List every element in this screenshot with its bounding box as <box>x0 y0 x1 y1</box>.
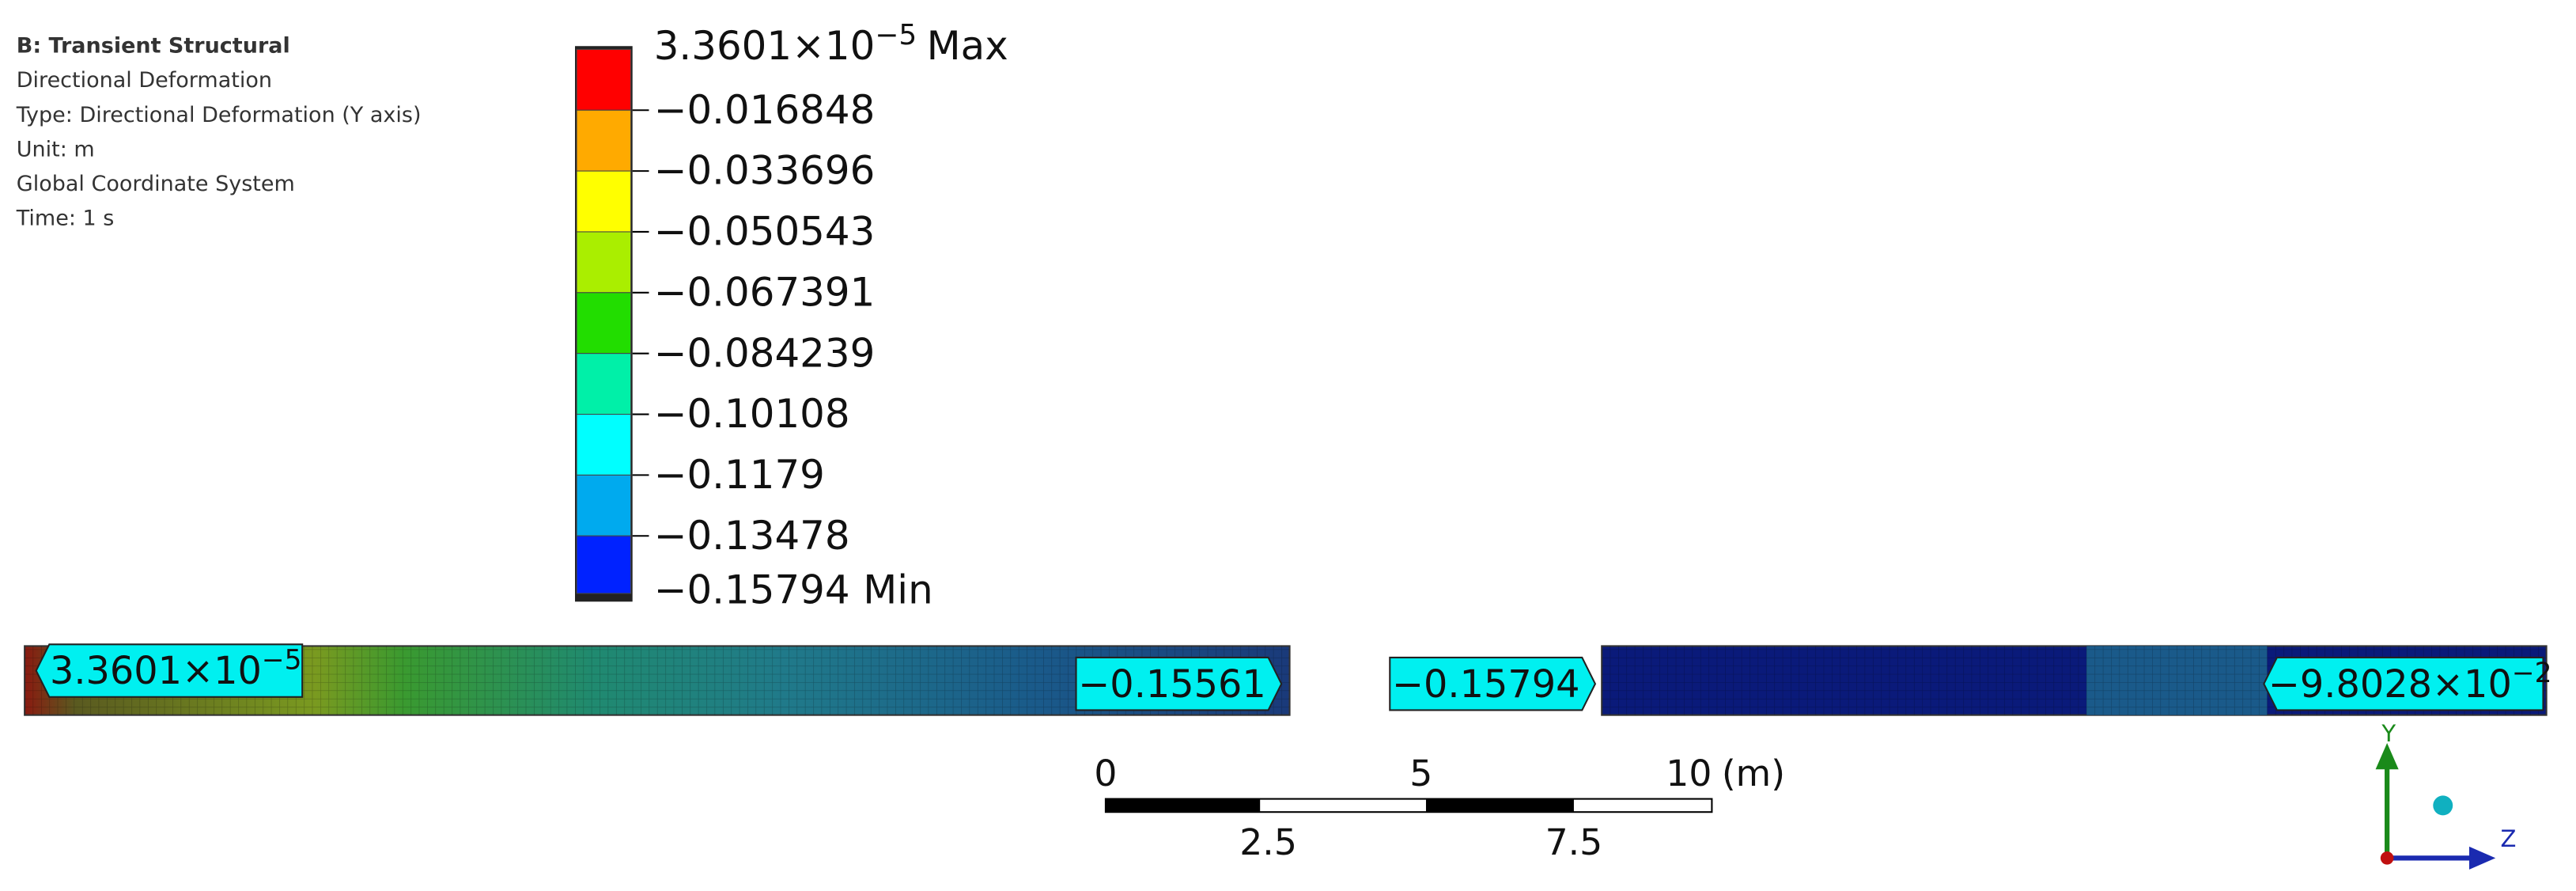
text-exponent: −5 <box>875 19 917 51</box>
origin <box>2380 851 2394 865</box>
legend-min: −0.15794 Min <box>654 567 933 612</box>
text-base: −0.15794 <box>1392 663 1580 707</box>
axis-label: Z <box>2500 825 2516 852</box>
text-base: −0.15561 <box>1078 663 1266 707</box>
legend-label: −0.10108 <box>654 391 850 437</box>
header-line: Unit: m <box>17 137 95 161</box>
probe-label: −9.8028×10−2 <box>2268 658 2552 707</box>
header-title: B: Transient Structural <box>17 34 290 59</box>
legend-tag: Min <box>863 567 932 612</box>
arrow-head <box>2375 742 2399 770</box>
axis-label: Y <box>2381 720 2396 747</box>
axis-triad: Y Z <box>2375 720 2516 870</box>
scale-unit: (m) <box>1722 753 1785 794</box>
scale-bar: 0 5 10 (m) 2.5 7.5 <box>1094 753 1785 863</box>
probe-box <box>35 643 304 698</box>
header-line: Directional Deformation <box>17 68 272 93</box>
scale-label: 2.5 <box>1239 821 1297 863</box>
probe-label: −0.15794 <box>1392 663 1580 707</box>
arrow-head <box>2468 846 2496 870</box>
scale-label: 10 <box>1666 753 1712 794</box>
probe-box <box>1389 656 1597 711</box>
legend-band <box>576 535 632 594</box>
legend-max: 3.3601×10−5 Max <box>654 19 1008 69</box>
legend-value: −0.15794 <box>654 567 850 612</box>
text-base: −9.8028×10 <box>2268 663 2512 707</box>
legend-label: −0.1179 <box>654 452 825 498</box>
legend-band <box>576 414 632 476</box>
scale-label: 7.5 <box>1545 821 1603 863</box>
legend-band <box>576 48 632 111</box>
header: B: Transient Structural Directional Defo… <box>16 34 422 231</box>
header-line: Time: 1 s <box>16 207 115 231</box>
header-line: Type: Directional Deformation (Y axis) <box>16 103 422 127</box>
legend-label: −0.033696 <box>654 148 876 194</box>
legend-label: −0.067391 <box>654 269 876 315</box>
probe-box <box>2263 656 2544 711</box>
text-base: 3.3601×10 <box>50 650 262 693</box>
legend: 3.3601×10−5 Max −0.016848 −0.033696 −0.05054… <box>575 19 1008 612</box>
legend-band <box>576 170 632 233</box>
legend-label: −0.016848 <box>654 87 876 133</box>
scale-label: 5 <box>1409 753 1432 794</box>
legend-label: −0.050543 <box>654 209 876 255</box>
probe-label: −0.15561 <box>1078 663 1266 707</box>
legend-band <box>576 231 632 294</box>
x-axis-dot <box>2433 795 2453 816</box>
probe-label: 3.3601×10−5 <box>50 644 302 693</box>
text-exponent: −5 <box>262 644 302 676</box>
scale-segment <box>1425 798 1574 813</box>
legend-label: −0.13478 <box>654 513 850 559</box>
text-base: 3.3601×10 <box>654 23 876 69</box>
scale-segment <box>1105 798 1261 813</box>
text-exponent: −2 <box>2512 658 2552 689</box>
legend-band <box>576 292 632 355</box>
scale-label: 0 <box>1094 753 1117 794</box>
header-line: Global Coordinate System <box>17 172 295 196</box>
legend-band <box>576 109 632 172</box>
legend-label: −0.084239 <box>654 330 876 376</box>
probe-box <box>1075 656 1283 711</box>
legend-band <box>576 353 632 415</box>
probes: 3.3601×10−5 −0.15561 −0.15794 −9.8028×10−2 <box>35 643 2552 711</box>
legend-band <box>576 474 632 536</box>
legend-tag: Max <box>927 23 1008 69</box>
